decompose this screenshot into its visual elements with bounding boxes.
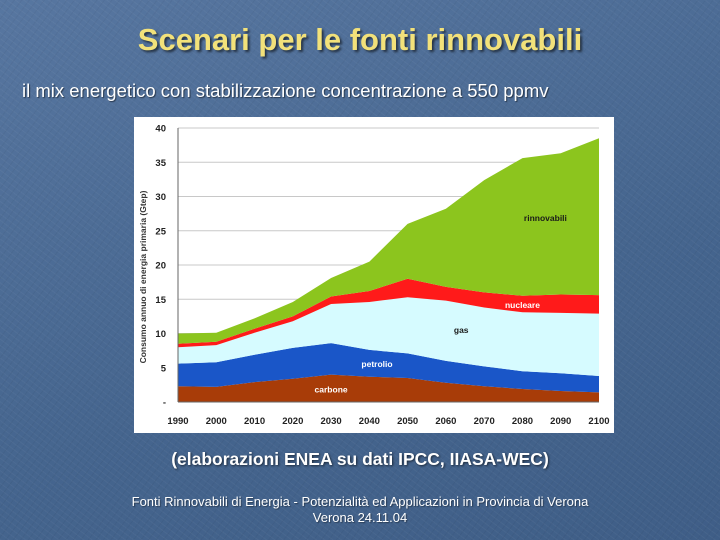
y-tick-label: 35 — [155, 158, 166, 169]
x-tick-label: 2080 — [512, 416, 533, 427]
footer: Fonti Rinnovabili di Energia - Potenzial… — [0, 494, 720, 526]
series-label-petrolio: petrolio — [361, 359, 392, 369]
x-tick-label: 2060 — [435, 416, 456, 427]
series-label-rinnovabili: rinnovabili — [524, 213, 567, 223]
area-nucleare — [178, 278, 599, 348]
x-tick-label: 2070 — [474, 416, 495, 427]
area-carbone — [178, 374, 599, 402]
footer-line-2: Verona 24.11.04 — [312, 510, 408, 525]
x-tick-label: 2090 — [550, 416, 571, 427]
x-tick-label: 2020 — [282, 416, 303, 427]
footer-line-1: Fonti Rinnovabili di Energia - Potenzial… — [131, 494, 589, 509]
slide-subtitle: il mix energetico con stabilizzazione co… — [22, 80, 549, 101]
y-tick-label: 40 — [155, 124, 166, 135]
y-tick-label: - — [163, 398, 166, 409]
x-tick-label: 2030 — [321, 416, 342, 427]
series-label-gas: gas — [454, 325, 469, 335]
area-gas — [178, 297, 599, 376]
y-axis-label: Consumo annuo di energia primaria (Gtep) — [138, 190, 148, 363]
x-tick-label: 1990 — [167, 416, 188, 427]
slide-title: Scenari per le fonti rinnovabili — [137, 22, 583, 57]
source-caption: (elaborazioni ENEA su dati IPCC, IIASA-W… — [171, 449, 549, 469]
axis-layer: - 5 10 15 20 25 30 35 40 1990 2000 2010 2020 2030 2040… — [138, 124, 610, 428]
y-tick-label: 15 — [155, 295, 166, 306]
x-tick-label: 2040 — [359, 416, 380, 427]
x-tick-label: 2100 — [588, 416, 609, 427]
y-tick-label: 10 — [155, 329, 166, 340]
y-tick-label: 5 — [161, 363, 167, 374]
y-tick-label: 20 — [155, 261, 166, 272]
y-tick-label: 30 — [155, 192, 166, 203]
y-tick-label: 25 — [155, 226, 166, 237]
area-rinnovabili — [178, 138, 599, 344]
chart-frame: - 5 10 15 20 25 30 35 40 1990 2000 2010 2020 2030 2040… — [134, 117, 614, 433]
series-label-nucleare: nucleare — [505, 300, 540, 310]
x-tick-label: 2010 — [244, 416, 265, 427]
stacked-area-chart: - 5 10 15 20 25 30 35 40 1990 2000 2010 2020 2030 2040… — [138, 124, 610, 428]
series-label-carbone: carbone — [315, 385, 348, 395]
area-petrolio — [178, 343, 599, 393]
area-layer — [178, 138, 599, 402]
x-tick-label: 2000 — [206, 416, 227, 427]
label-layer: carbone petrolio gas nucleare rinnovabili — [315, 213, 567, 395]
x-tick-label: 2050 — [397, 416, 418, 427]
